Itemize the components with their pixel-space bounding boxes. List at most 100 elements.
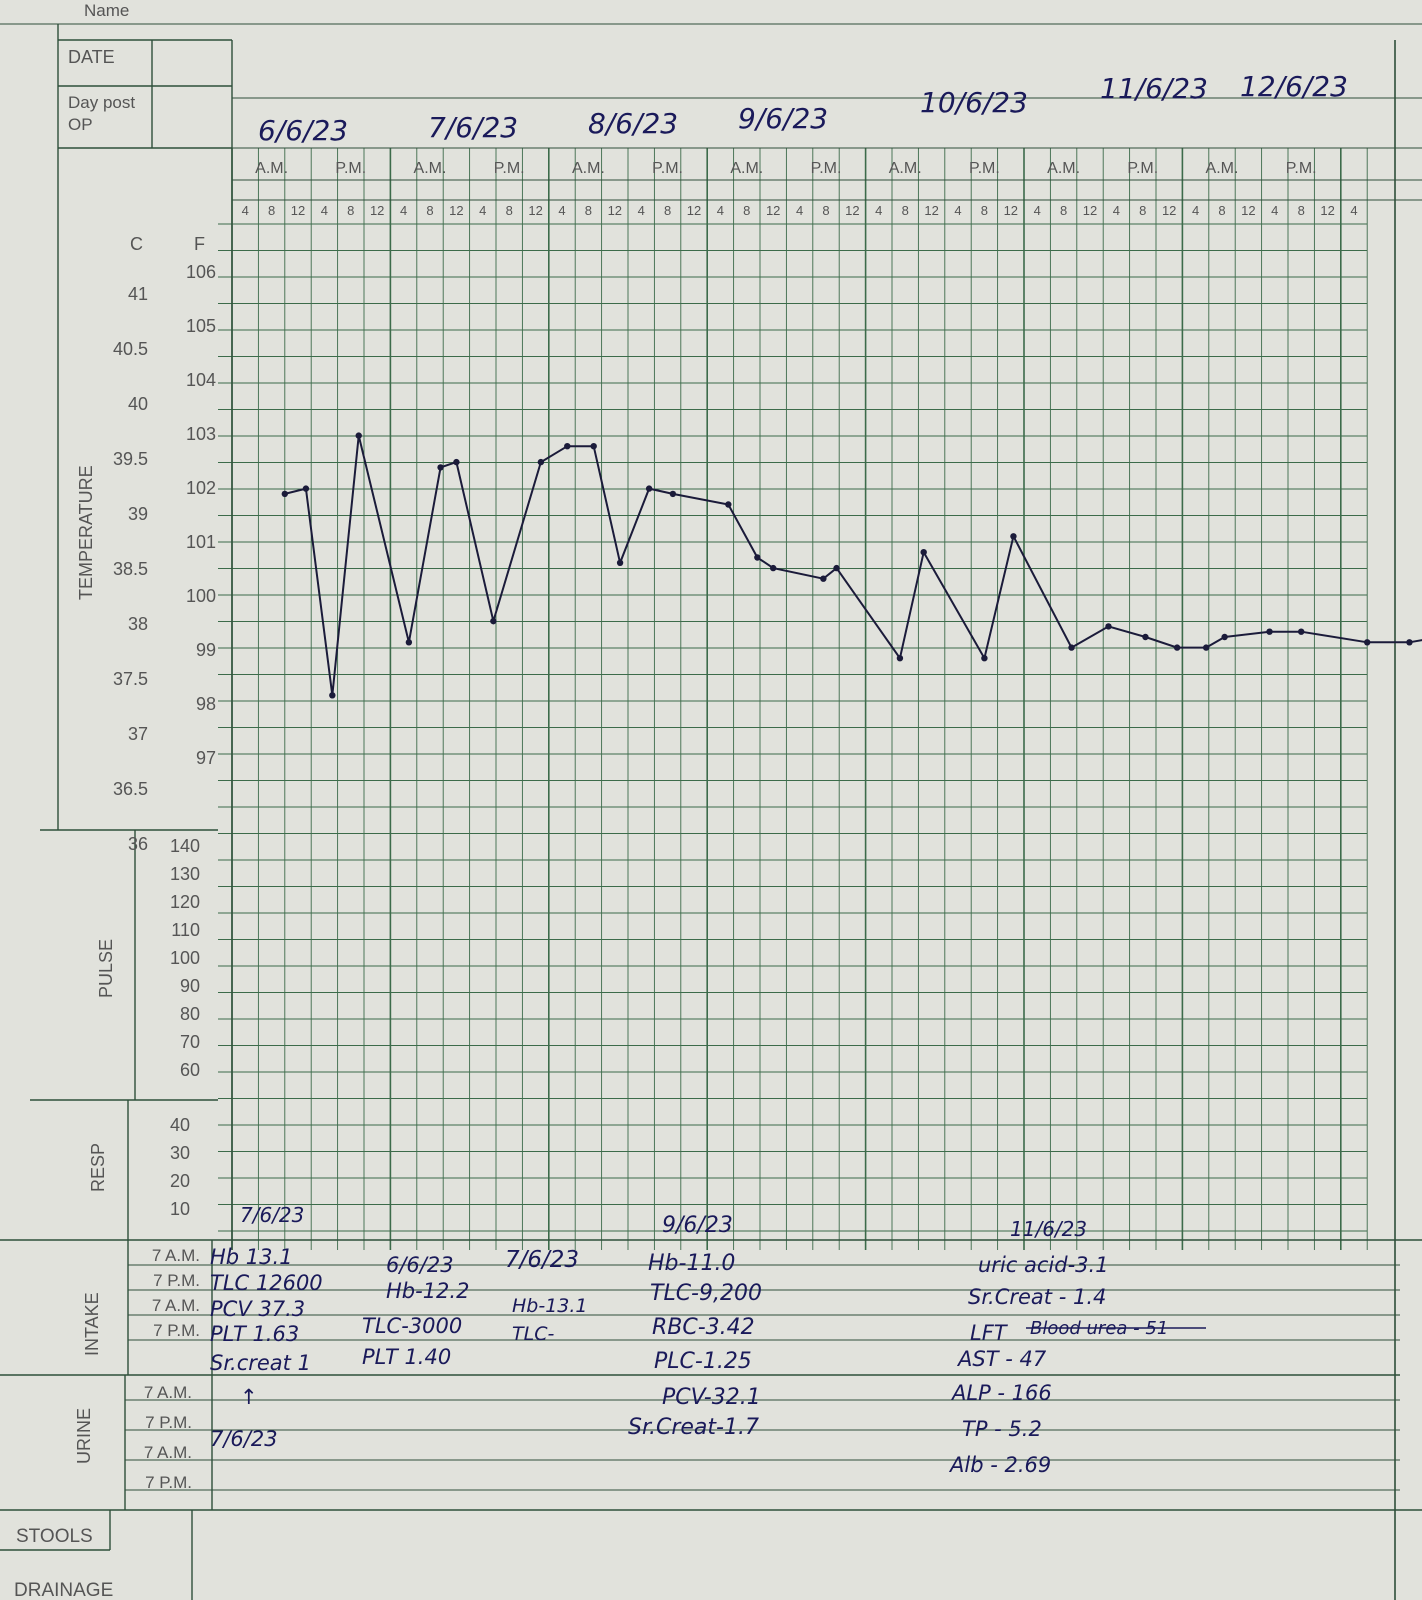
hour-label: 4 <box>321 203 328 218</box>
temperature-point <box>669 490 677 498</box>
intake-urine-times: 7 A.M. 7 P.M. 7 A.M. 7 P.M. 7 A.M. 7 P.M. 7 A.… <box>144 1246 200 1492</box>
note-col5-line: LFT <box>970 1321 1009 1345</box>
temperature-point <box>725 501 732 508</box>
hour-label: 8 <box>822 203 829 218</box>
temperature-point <box>490 617 497 625</box>
am-pm-label: P.M. <box>335 160 366 177</box>
intake-time: 7 A.M. <box>152 1246 200 1265</box>
hour-label: 12 <box>687 203 701 218</box>
temperature-point <box>564 443 571 450</box>
hour-label: 12 <box>1320 203 1334 218</box>
pulse-tick: 80 <box>180 1004 200 1024</box>
fahrenheit-tick: 98 <box>196 694 216 714</box>
temperature-point <box>537 458 545 466</box>
header-date-7: 12/6/23 <box>1240 70 1348 103</box>
hour-label: 4 <box>717 203 724 218</box>
header-date-3: 8/6/23 <box>588 107 678 140</box>
hour-label: 12 <box>1241 203 1255 218</box>
fahrenheit-tick: 100 <box>186 586 216 606</box>
note-col1-line: TLC 12600 <box>210 1271 323 1295</box>
temperature-point <box>1105 623 1112 630</box>
hour-label: 8 <box>1298 203 1305 218</box>
hour-label: 12 <box>1162 203 1176 218</box>
fahrenheit-tick: 101 <box>186 532 216 552</box>
am-pm-label: P.M. <box>652 160 683 177</box>
urine-label: URINE <box>74 1408 94 1464</box>
temperature-point <box>616 559 624 566</box>
header-date-5: 10/6/23 <box>920 86 1028 119</box>
celsius-tick: 38.5 <box>113 559 148 579</box>
hour-label: 4 <box>1034 203 1041 218</box>
temperature-point <box>1364 639 1371 646</box>
note-col1-line: ↑ <box>240 1385 258 1409</box>
am-pm-label: A.M. <box>1206 160 1239 177</box>
fahrenheit-label: F <box>194 234 205 254</box>
hour-label: 4 <box>1192 203 1199 218</box>
resp-tick: 40 <box>170 1115 190 1135</box>
hour-label: 4 <box>796 203 803 218</box>
note-col4-line: Hb-11.0 <box>648 1251 735 1276</box>
note-date-col5: 11/6/23 <box>1010 1217 1087 1241</box>
note-col3-line: TLC- <box>512 1323 554 1345</box>
am-pm-label: P.M. <box>811 160 842 177</box>
hour-label: 4 <box>400 203 407 218</box>
temperature-point <box>453 458 460 466</box>
fahrenheit-tick: 102 <box>186 478 216 498</box>
note-date-col2: 6/6/23 <box>386 1253 454 1277</box>
pulse-tick: 130 <box>170 864 200 884</box>
pulse-tick: 90 <box>180 976 200 996</box>
note-col5-line: TP - 5.2 <box>962 1417 1042 1441</box>
temperature-point <box>1406 639 1413 646</box>
celsius-label: C <box>130 234 143 254</box>
resp-tick: 30 <box>170 1143 190 1163</box>
day-post-op-label: Day post OP <box>68 93 135 134</box>
celsius-tick: 36 <box>128 834 148 854</box>
temperature-label: TEMPERATURE <box>76 465 96 600</box>
temperature-point <box>1068 644 1075 651</box>
temperature-point <box>981 655 988 662</box>
note-col1-line: Hb 13.1 <box>210 1245 293 1269</box>
hour-label: 12 <box>1004 203 1018 218</box>
stools-label: STOOLS <box>16 1526 93 1547</box>
intake-time: 7 P.M. <box>153 1271 200 1290</box>
temperature-point <box>770 564 777 572</box>
chart-grid <box>218 148 1368 1250</box>
hour-label: 4 <box>558 203 565 218</box>
temperature-point <box>820 575 827 582</box>
intake-label: INTAKE <box>82 1292 102 1356</box>
hour-label: 8 <box>268 203 275 218</box>
header-date-4: 9/6/23 <box>738 102 828 135</box>
temperature-point <box>355 432 362 439</box>
note-col1-line: 7/6/23 <box>210 1427 278 1451</box>
hour-label: 4 <box>1350 203 1357 218</box>
note-col4-line: PLC-1.25 <box>654 1349 752 1374</box>
date-label: DATE <box>68 47 115 67</box>
temperature-point <box>405 639 413 646</box>
celsius-tick: 39.5 <box>113 449 148 469</box>
temperature-point <box>437 464 444 471</box>
urine-time: 7 A.M. <box>144 1383 192 1402</box>
celsius-tick: 41 <box>128 284 148 304</box>
hour-label: 4 <box>1113 203 1120 218</box>
hour-label: 4 <box>954 203 961 218</box>
note-col1-line: Sr.creat 1 <box>210 1351 311 1375</box>
pulse-tick: 60 <box>180 1060 200 1080</box>
note-col1-line: PCV 37.3 <box>210 1297 305 1321</box>
hour-label: 12 <box>1083 203 1097 218</box>
note-date-col1: 7/6/23 <box>240 1203 304 1227</box>
fahrenheit-tick: 97 <box>196 748 216 768</box>
header-date-6: 11/6/23 <box>1100 72 1208 105</box>
hour-label: 8 <box>426 203 433 218</box>
hour-label: 12 <box>528 203 542 218</box>
hour-label: 8 <box>506 203 513 218</box>
form-frame <box>0 23 1422 1600</box>
hour-label: 8 <box>664 203 671 218</box>
hour-label: 8 <box>1139 203 1146 218</box>
celsius-tick: 37 <box>128 724 148 744</box>
handwritten-dates: 6/6/23 7/6/23 8/6/23 9/6/23 10/6/23 11/6/23 12… <box>258 70 1348 147</box>
temperature-point <box>1142 633 1149 641</box>
hour-label: 12 <box>924 203 938 218</box>
celsius-tick: 40 <box>128 394 148 414</box>
note-date-col4: 9/6/23 <box>662 1213 733 1238</box>
